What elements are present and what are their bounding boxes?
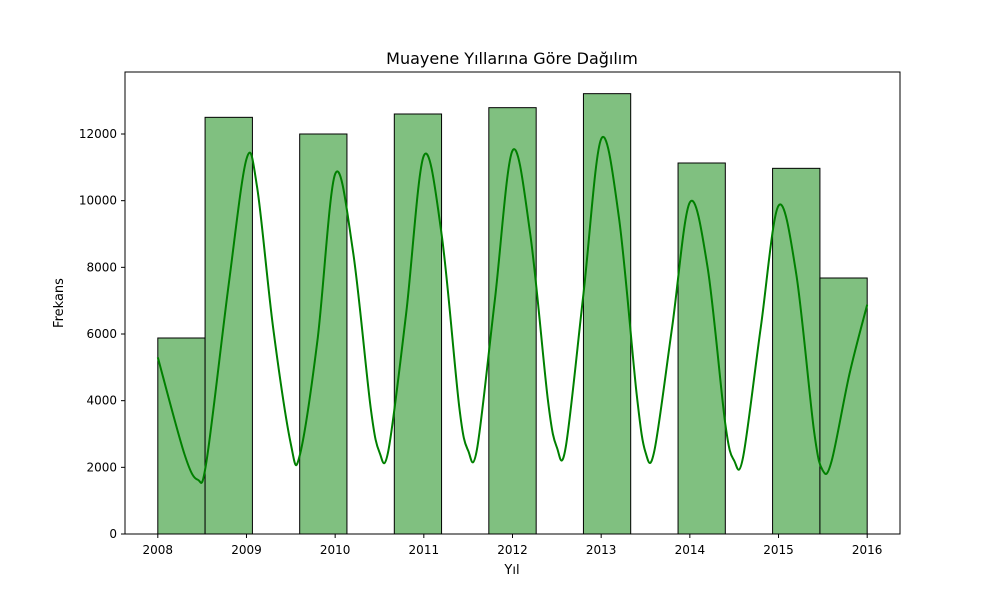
y-tick-label: 12000 xyxy=(79,127,117,141)
x-tick-label: 2011 xyxy=(409,543,440,557)
x-tick-label: 2010 xyxy=(320,543,351,557)
x-tick-label: 2008 xyxy=(143,543,174,557)
kde-group xyxy=(156,135,869,484)
x-axis-ticks: 2008 2009 2010 2011 2012 2013 2014 2015 2016 xyxy=(143,534,883,557)
y-tick-label: 0 xyxy=(109,527,117,541)
histogram-bar xyxy=(488,107,537,535)
x-tick-label: 2015 xyxy=(763,543,794,557)
kde-line xyxy=(156,135,869,484)
histogram-bar xyxy=(299,133,348,535)
y-tick-label: 2000 xyxy=(86,460,117,474)
bars-group xyxy=(157,93,868,535)
histogram-bar xyxy=(204,116,253,535)
y-axis-label: Frekans xyxy=(52,278,67,328)
x-tick-label: 2009 xyxy=(231,543,262,557)
x-axis-label: Yıl xyxy=(503,563,519,578)
x-tick-label: 2012 xyxy=(497,543,528,557)
y-tick-label: 4000 xyxy=(86,394,117,408)
y-tick-label: 6000 xyxy=(86,327,117,341)
histogram-bar xyxy=(157,337,206,535)
y-tick-label: 10000 xyxy=(79,194,117,208)
x-tick-label: 2013 xyxy=(586,543,617,557)
histogram-bar xyxy=(393,113,443,535)
x-tick-label: 2014 xyxy=(675,543,706,557)
histogram-bar xyxy=(582,93,632,535)
x-tick-label: 2016 xyxy=(852,543,883,557)
chart-title: Muayene Yıllarına Göre Dağılım xyxy=(386,49,638,68)
y-axis-ticks: 0 2000 4000 6000 8000 10000 12000 xyxy=(79,127,125,541)
y-tick-label: 8000 xyxy=(86,260,117,274)
histogram-bar xyxy=(772,167,821,535)
